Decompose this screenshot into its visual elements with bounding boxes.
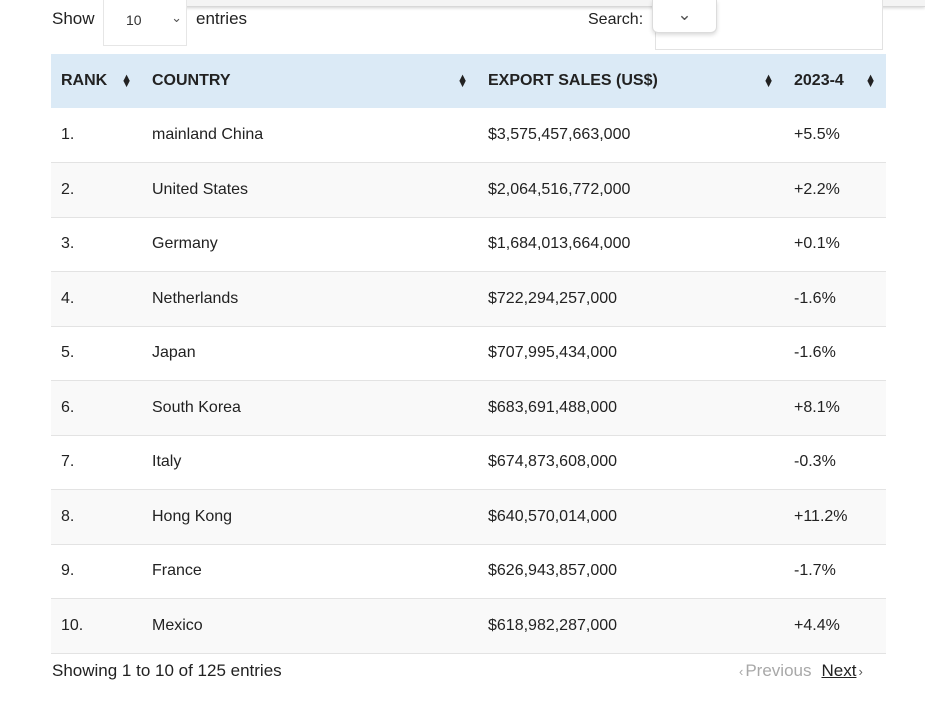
table-header-row: RANK ▲ ▼ COUNTRY ▲ ▼ EXPORT SALES (US$) ▲ ▼ 20… (51, 54, 886, 108)
rank-cell: 1. (61, 126, 75, 143)
chevron-down-icon: ⌄ (677, 5, 692, 24)
overlay-strip (158, 0, 925, 7)
table-row: 2. United States $2,064,516,772,000 +2.2… (51, 162, 886, 217)
column-header-rank[interactable]: RANK ▲ ▼ (61, 72, 132, 90)
country-cell: France (152, 562, 202, 580)
export-sales-cell: $674,873,608,000 (488, 453, 618, 471)
dropdown-toggle-button[interactable]: ⌄ (652, 0, 717, 33)
table-row: 8. Hong Kong $640,570,014,000 +11.2% (51, 489, 886, 544)
export-sales-cell: $2,064,516,772,000 (488, 180, 631, 198)
export-sales-cell: $626,943,857,000 (488, 562, 618, 580)
table-row: 9. France $626,943,857,000 -1.7% (51, 544, 886, 599)
show-label: Show (52, 9, 95, 28)
page-length-select[interactable]: 10 ⌄ (103, 0, 187, 46)
change-cell: +8.1% (794, 398, 840, 416)
chevron-left-icon: ‹ (739, 664, 744, 679)
change-cell: +11.2% (794, 507, 848, 525)
country-cell: Netherlands (152, 289, 239, 307)
column-header-change[interactable]: 2023-4 ▲ ▼ (794, 72, 876, 90)
search-label: Search: (588, 11, 644, 28)
previous-button[interactable]: ‹ Previous (739, 661, 812, 680)
rank-cell: 10. (61, 616, 84, 634)
sort-both-icon: ▲ ▼ (865, 72, 876, 90)
page-length-value: 10 (126, 12, 142, 28)
change-cell: +4.4% (794, 616, 840, 634)
export-sales-cell: $640,570,014,000 (488, 507, 618, 525)
export-sales-cell: $3,575,457,663,000 (488, 126, 631, 143)
table-row: 5. Japan $707,995,434,000 -1.6% (51, 326, 886, 381)
table-row: 7. Italy $674,873,608,000 -0.3% (51, 435, 886, 490)
table-row: 1. mainland China $3,575,457,663,000 +5.… (51, 108, 886, 163)
rank-cell: 7. (61, 453, 75, 471)
country-cell: Germany (152, 235, 218, 253)
column-header-export-sales[interactable]: EXPORT SALES (US$) ▲ ▼ (488, 72, 774, 90)
country-cell: United States (152, 180, 249, 198)
entries-label: entries (196, 9, 248, 28)
country-cell: Italy (152, 453, 182, 471)
rank-cell: 3. (61, 235, 75, 253)
table-row: 4. Netherlands $722,294,257,000 -1.6% (51, 271, 886, 326)
country-cell: Mexico (152, 616, 203, 634)
change-cell: -0.3% (794, 453, 836, 471)
change-cell: -1.7% (794, 562, 836, 580)
rank-cell: 4. (61, 289, 75, 307)
column-header-country[interactable]: COUNTRY ▲ ▼ (152, 72, 468, 90)
export-sales-table: RANK ▲ ▼ COUNTRY ▲ ▼ EXPORT SALES (US$) ▲ ▼ 20… (51, 54, 886, 654)
country-cell: South Korea (152, 398, 241, 416)
change-cell: +5.5% (794, 126, 840, 143)
sort-both-icon: ▲ ▼ (457, 72, 468, 90)
table-controls: Show 10 ⌄ entries Search: ⌄ (0, 0, 925, 52)
rank-cell: 6. (61, 398, 75, 416)
export-sales-cell: $722,294,257,000 (488, 289, 618, 307)
change-cell: +0.1% (794, 235, 840, 253)
sort-both-icon: ▲ ▼ (121, 72, 132, 90)
export-sales-cell: $1,684,013,664,000 (488, 235, 631, 253)
country-cell: mainland China (152, 126, 264, 143)
pagination: ‹ Previous Next › (739, 661, 863, 681)
change-cell: -1.6% (794, 289, 836, 307)
change-cell: -1.6% (794, 344, 836, 362)
rank-cell: 9. (61, 562, 75, 580)
rank-cell: 5. (61, 344, 75, 362)
rank-cell: 8. (61, 507, 75, 525)
next-button[interactable]: Next (821, 661, 857, 680)
chevron-right-icon: › (858, 664, 863, 679)
table-row: 3. Germany $1,684,013,664,000 +0.1% (51, 217, 886, 272)
country-cell: Japan (152, 344, 196, 362)
table-info: Showing 1 to 10 of 125 entries (52, 661, 282, 680)
export-sales-cell: $618,982,287,000 (488, 616, 618, 634)
table-row: 10. Mexico $618,982,287,000 +4.4% (51, 598, 886, 653)
rank-cell: 2. (61, 180, 75, 198)
chevron-down-icon: ⌄ (171, 10, 182, 25)
country-cell: Hong Kong (152, 507, 233, 525)
sort-both-icon: ▲ ▼ (763, 72, 774, 90)
export-sales-cell: $683,691,488,000 (488, 398, 618, 416)
export-sales-cell: $707,995,434,000 (488, 344, 618, 362)
table-row: 6. South Korea $683,691,488,000 +8.1% (51, 380, 886, 435)
change-cell: +2.2% (794, 180, 840, 198)
